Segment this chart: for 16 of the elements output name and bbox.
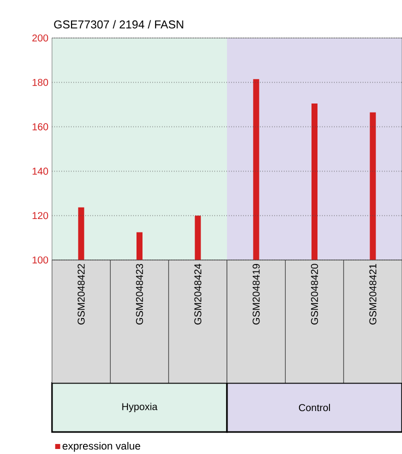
y-tick-label: 120 bbox=[32, 212, 48, 220]
y-tick-label: 160 bbox=[32, 123, 48, 130]
y-tick-label: 200 bbox=[32, 34, 48, 42]
text: Control bbox=[298, 404, 330, 412]
y-tick-label: 100 bbox=[32, 256, 48, 264]
x-tick-label: GSM2048424 bbox=[194, 264, 202, 324]
legend-label: expression value bbox=[62, 442, 140, 452]
chart-title: GSE77307 / 2194 / FASN bbox=[54, 20, 184, 28]
x-tick-label: GSM2048423 bbox=[136, 264, 144, 324]
text: Hypoxia bbox=[122, 402, 158, 412]
x-tick-label: GSM2048422 bbox=[78, 264, 85, 324]
x-tick-label: GSM2048419 bbox=[252, 264, 260, 324]
x-tick-label: GSM2048421 bbox=[369, 264, 376, 324]
x-tick-label: GSM2048420 bbox=[310, 264, 318, 324]
y-tick-label: 180 bbox=[32, 78, 48, 86]
y-tick-label: 140 bbox=[32, 168, 48, 175]
